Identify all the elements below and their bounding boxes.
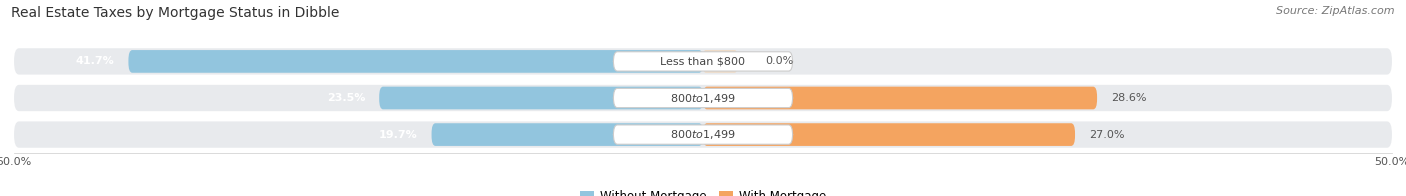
Text: 27.0%: 27.0% [1088, 130, 1125, 140]
FancyBboxPatch shape [613, 52, 793, 71]
Text: 28.6%: 28.6% [1111, 93, 1146, 103]
FancyBboxPatch shape [432, 123, 703, 146]
Text: 0.0%: 0.0% [765, 56, 793, 66]
FancyBboxPatch shape [703, 50, 738, 73]
FancyBboxPatch shape [128, 50, 703, 73]
FancyBboxPatch shape [14, 121, 1392, 148]
FancyBboxPatch shape [14, 85, 1392, 111]
Text: $800 to $1,499: $800 to $1,499 [671, 92, 735, 104]
FancyBboxPatch shape [703, 87, 1097, 109]
Text: Less than $800: Less than $800 [661, 56, 745, 66]
Text: Source: ZipAtlas.com: Source: ZipAtlas.com [1277, 6, 1395, 16]
Text: 23.5%: 23.5% [328, 93, 366, 103]
FancyBboxPatch shape [703, 123, 1076, 146]
Text: Real Estate Taxes by Mortgage Status in Dibble: Real Estate Taxes by Mortgage Status in … [11, 6, 340, 20]
Legend: Without Mortgage, With Mortgage: Without Mortgage, With Mortgage [575, 185, 831, 196]
FancyBboxPatch shape [14, 48, 1392, 75]
Text: 41.7%: 41.7% [76, 56, 115, 66]
Text: 19.7%: 19.7% [380, 130, 418, 140]
FancyBboxPatch shape [613, 125, 793, 144]
FancyBboxPatch shape [613, 88, 793, 108]
Text: $800 to $1,499: $800 to $1,499 [671, 128, 735, 141]
FancyBboxPatch shape [380, 87, 703, 109]
